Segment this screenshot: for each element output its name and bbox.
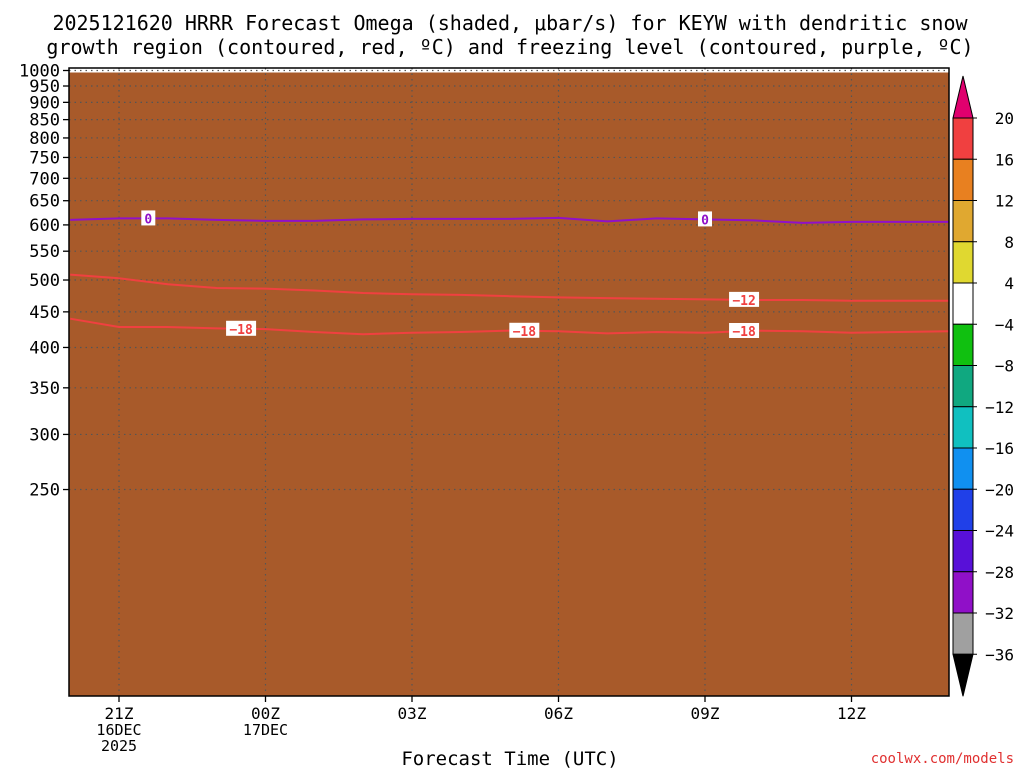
y-tick-label-450: 450 bbox=[29, 303, 60, 323]
ground-band bbox=[69, 72, 949, 696]
colorbar-label-7: −8 bbox=[995, 357, 1014, 376]
colorbar-label-2: 16 bbox=[995, 150, 1014, 169]
contour-label-bg bbox=[729, 291, 760, 307]
y-axis-pressure: 2503003504004505005506006507007508008509… bbox=[19, 62, 69, 501]
omega-colorbar: 20 16 12 8 4 −4 −8 −12 −16 −20 −24 −28 −32 −36 bbox=[952, 75, 1014, 697]
colorbar-segment-11 bbox=[952, 530, 974, 573]
colorbar-segment-3 bbox=[952, 200, 974, 243]
colorbar-label-9: −16 bbox=[985, 439, 1014, 458]
x-tick-label-21-3: 2025 bbox=[101, 737, 137, 755]
y-tick-label-650: 650 bbox=[29, 192, 60, 212]
colorbar-bottom-arrow bbox=[952, 653, 974, 697]
contour-label-bg bbox=[698, 211, 712, 227]
x-tick-label-27-1: 03Z bbox=[398, 704, 427, 723]
colorbar-label-4: 8 bbox=[1004, 233, 1014, 252]
y-tick-label-550: 550 bbox=[29, 242, 60, 262]
colorbar-segment-7 bbox=[952, 365, 974, 408]
plot-frame bbox=[68, 67, 950, 697]
contour-line--12 bbox=[70, 273, 949, 302]
y-tick-label-400: 400 bbox=[29, 338, 60, 358]
x-tick-label-30-1: 06Z bbox=[544, 704, 573, 723]
colorbar-label-12: −28 bbox=[985, 563, 1014, 582]
y-tick-label-500: 500 bbox=[29, 271, 60, 291]
x-tick-label-36-1: 12Z bbox=[837, 704, 866, 723]
y-tick-label-900: 900 bbox=[29, 93, 60, 113]
contour-line-0 bbox=[70, 216, 949, 224]
y-tick-label-700: 700 bbox=[29, 169, 60, 189]
ground-band-fill bbox=[69, 72, 949, 696]
y-tick-label-850: 850 bbox=[29, 111, 60, 131]
contour-label-bg bbox=[729, 322, 760, 338]
x-tick-label-24-1: 00Z bbox=[251, 704, 280, 723]
x-tick-label-33-1: 09Z bbox=[691, 704, 720, 723]
x-tick-label-21-1: 21Z bbox=[105, 704, 134, 723]
y-tick-label-350: 350 bbox=[29, 379, 60, 399]
y-tick-label-800: 800 bbox=[29, 129, 60, 149]
y-tick-label-300: 300 bbox=[29, 425, 60, 445]
colorbar-label-14: −36 bbox=[985, 645, 1014, 664]
colorbar-segment-8 bbox=[952, 406, 974, 449]
figure-title: 2025121620 HRRR Forecast Omega (shaded, … bbox=[46, 11, 973, 59]
x-axis-label: Forecast Time (UTC) bbox=[401, 748, 618, 768]
title-line-1: 2025121620 HRRR Forecast Omega (shaded, … bbox=[52, 11, 968, 35]
contour-label-bg bbox=[141, 210, 156, 226]
colorbar-segment-12 bbox=[952, 571, 974, 614]
y-tick-label-950: 950 bbox=[29, 77, 60, 97]
plot-grid bbox=[69, 68, 949, 696]
contour-label-bg bbox=[509, 322, 540, 338]
temperature-contours: −18 −18 −18 −12 0 0 bbox=[70, 210, 949, 340]
contour-label--18-3: −18 bbox=[732, 325, 756, 340]
colorbar-label-10: −20 bbox=[985, 480, 1014, 499]
colorbar-label-3: 12 bbox=[995, 192, 1014, 211]
y-tick-label-250: 250 bbox=[29, 481, 60, 501]
colorbar-label-8: −12 bbox=[985, 398, 1014, 417]
colorbar-label-1: 20 bbox=[995, 109, 1014, 128]
contour-label--18-1: −18 bbox=[229, 323, 253, 338]
colorbar-segment-4 bbox=[952, 241, 974, 284]
colorbar-segment-6 bbox=[952, 323, 974, 366]
colorbar-label-11: −24 bbox=[985, 522, 1014, 541]
credit-link[interactable]: coolwx.com/models bbox=[871, 751, 1014, 767]
colorbar-segment-5 bbox=[952, 282, 974, 325]
contour-label-0-1: 0 bbox=[144, 212, 152, 227]
contour-label--12-1: −12 bbox=[732, 294, 755, 309]
x-tick-label-24-2: 17DEC bbox=[243, 721, 288, 739]
colorbar-label-5: 4 bbox=[1004, 274, 1014, 293]
x-tick-label-21-2: 16DEC bbox=[96, 721, 141, 739]
y-tick-label-1000: 1000 bbox=[19, 62, 60, 82]
contour-label-bg bbox=[226, 320, 257, 336]
colorbar-segment-2 bbox=[952, 158, 974, 201]
contour-label-0-2: 0 bbox=[701, 213, 709, 228]
colorbar-segment-1 bbox=[952, 117, 974, 160]
colorbar-segment-13 bbox=[952, 612, 974, 655]
y-tick-label-750: 750 bbox=[29, 148, 60, 168]
contour-label--18-2: −18 bbox=[513, 325, 537, 340]
colorbar-label-6: −4 bbox=[995, 315, 1014, 334]
title-line-2: growth region (contoured, red, ºC) and f… bbox=[46, 35, 973, 59]
colorbar-segment-9 bbox=[952, 447, 974, 490]
y-tick-label-600: 600 bbox=[29, 216, 60, 236]
colorbar-label-13: −32 bbox=[985, 604, 1014, 623]
colorbar-segment-10 bbox=[952, 488, 974, 531]
colorbar-top-arrow bbox=[952, 75, 974, 119]
